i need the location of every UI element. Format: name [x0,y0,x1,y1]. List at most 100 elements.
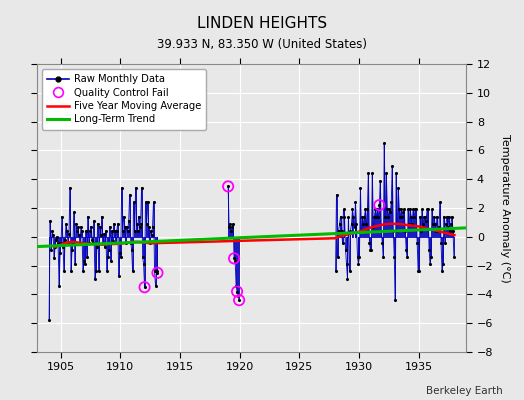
Point [45,317,53,324]
Point [396,214,405,220]
Point [82,228,90,234]
Point [106,258,115,264]
Point [85,239,93,246]
Point [366,246,375,253]
Point [433,214,441,220]
Point [449,228,457,234]
Point [81,261,89,267]
Point [428,206,436,213]
Point [233,288,241,295]
Point [385,206,394,213]
Point [360,214,368,220]
Text: Berkeley Earth: Berkeley Earth [427,386,503,396]
Point [441,239,449,246]
Point [335,221,344,227]
Point [89,239,97,246]
Point [136,221,145,227]
Point [154,270,162,276]
Point [65,231,73,237]
Point [48,228,56,234]
Point [416,214,424,220]
Point [364,170,373,177]
Point [363,206,372,213]
Point [333,254,342,260]
Point [409,206,417,213]
Point [146,228,155,234]
Point [145,239,154,246]
Point [369,224,378,230]
Point [383,206,391,213]
Point [125,218,133,224]
Point [343,275,352,282]
Point [225,224,233,230]
Point [94,221,102,227]
Point [380,140,388,146]
Point [116,254,125,260]
Point [439,261,447,267]
Point [53,234,61,240]
Point [107,228,116,234]
Point [95,224,104,230]
Point [406,206,414,213]
Point [415,268,423,274]
Point [432,228,440,234]
Point [425,246,433,253]
Point [136,224,144,230]
Point [345,268,354,274]
Point [77,224,85,230]
Point [400,206,408,213]
Point [130,228,139,234]
Point [426,261,434,267]
Point [411,206,419,213]
Point [430,214,438,220]
Point [367,246,376,253]
Point [362,221,370,227]
Point [49,232,57,238]
Point [352,221,361,227]
Point [358,214,367,220]
Point [346,228,355,234]
Point [144,199,152,206]
Point [398,214,407,220]
Point [100,231,108,237]
Point [438,268,446,274]
Point [54,239,62,246]
Point [368,170,377,177]
Point [97,214,106,220]
Point [440,214,448,220]
Point [86,228,94,234]
Point [375,202,384,208]
Point [114,221,122,227]
Point [355,254,364,260]
Point [62,221,70,227]
Point [447,214,456,220]
Point [76,239,84,246]
Legend: Raw Monthly Data, Quality Control Fail, Five Year Moving Average, Long-Term Tren: Raw Monthly Data, Quality Control Fail, … [42,69,206,130]
Point [83,254,91,260]
Point [382,170,390,177]
Point [231,258,239,264]
Point [230,255,238,262]
Point [78,228,86,234]
Point [421,214,429,220]
Point [123,224,131,230]
Point [141,199,150,206]
Point [351,224,359,230]
Point [128,268,137,274]
Point [224,183,232,190]
Y-axis label: Temperature Anomaly (°C): Temperature Anomaly (°C) [500,134,510,282]
Point [230,255,238,262]
Point [387,199,396,206]
Point [57,239,65,246]
Point [56,250,64,256]
Point [336,214,345,220]
Point [423,206,431,213]
Point [227,228,235,234]
Point [69,239,77,246]
Point [111,228,119,234]
Point [417,228,425,234]
Point [399,209,408,216]
Point [58,214,66,220]
Point [132,185,140,191]
Point [129,199,138,206]
